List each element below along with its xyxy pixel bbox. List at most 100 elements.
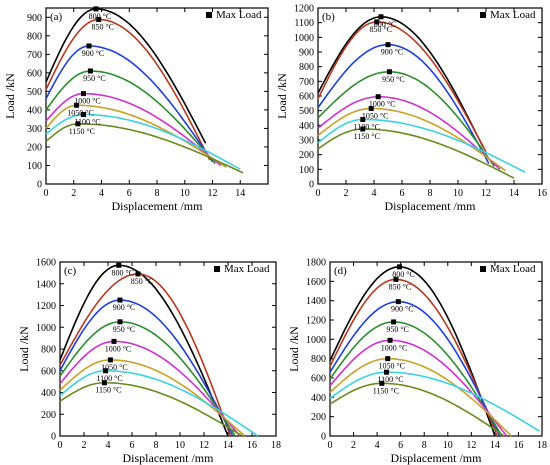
y-tick-label: 1000 [306, 335, 326, 346]
y-tick-label: 200 [311, 412, 326, 423]
x-tick-label: 4 [106, 440, 111, 451]
y-tick-label: 1400 [306, 296, 326, 307]
x-tick-label: 18 [537, 440, 547, 451]
max-load-marker-1150 [379, 380, 385, 386]
max-load-marker-1050 [107, 357, 113, 363]
x-axis-title: Displacement /mm [112, 199, 204, 213]
series-line-1050 [59, 359, 246, 437]
y-tick-label: 1200 [36, 301, 56, 312]
series-line-1000 [59, 340, 241, 437]
y-axis-title: Load /kN [275, 73, 289, 119]
y-tick-label: 500 [299, 106, 314, 117]
panel-d: 0 2 4 6 8 10 12 14 16 18 0 200 400 600 800 1000 1200 1400… [287, 258, 547, 465]
max-load-marker-1100 [360, 116, 366, 122]
panel-c: 0 2 4 6 8 10 12 14 16 18 0 200 400 600 800 1000 1200 1400… [17, 258, 281, 465]
x-tick-label: 2 [71, 188, 76, 199]
max-load-marker-850 [393, 276, 399, 282]
max-load-marker-850 [96, 16, 102, 22]
panel-label: (b) [322, 11, 335, 23]
x-tick-label: 0 [328, 440, 333, 451]
legend-label: Max Load [490, 9, 536, 21]
y-tick-label: 0 [309, 180, 314, 191]
series-line-900 [317, 43, 490, 164]
temp-label-900: 900 °C [113, 303, 136, 312]
y-tick-label: 800 [311, 354, 326, 365]
series-line-950 [59, 320, 236, 437]
x-tick-label: 2 [344, 188, 349, 199]
max-load-marker-1000 [80, 91, 86, 97]
max-load-marker-1050 [368, 105, 374, 111]
x-tick-label: 12 [466, 440, 476, 451]
temp-label-1000: 1000 °C [74, 97, 101, 106]
temp-label-1050: 1050 °C [101, 363, 128, 372]
x-tick-label: 2 [351, 440, 356, 451]
y-tick-label: 900 [27, 13, 42, 24]
max-load-marker-800 [116, 262, 122, 268]
x-tick-label: 10 [453, 188, 463, 199]
series-line-1100 [329, 371, 541, 432]
y-tick-label: 1000 [36, 323, 56, 334]
series-line-900 [329, 300, 501, 437]
series-line-850 [329, 278, 498, 437]
panel-b: 0 2 4 6 8 10 12 14 16 0 100 200 300 400 500 600 700 800 90… [275, 4, 547, 214]
legend-marker [214, 266, 220, 272]
temp-label-850: 850 °C [131, 277, 154, 286]
x-tick-label: 18 [271, 440, 281, 451]
y-tick-label: 600 [27, 68, 42, 79]
y-tick-label: 0 [321, 432, 326, 443]
x-axis-title: Displacement /mm [391, 451, 483, 465]
series-line-1100 [45, 113, 241, 170]
y-tick-label: 900 [299, 48, 314, 59]
y-tick-label: 200 [27, 142, 42, 153]
x-tick-label: 10 [175, 440, 185, 451]
y-tick-label: 1200 [294, 4, 314, 15]
temp-label-1050: 1050 °C [362, 111, 389, 120]
temp-label-850: 850 °C [370, 25, 393, 34]
x-tick-label: 4 [372, 188, 377, 199]
x-tick-label: 8 [428, 188, 433, 199]
y-tick-label: 800 [41, 345, 56, 356]
max-load-marker-1000 [111, 338, 117, 344]
max-load-marker-1150 [75, 121, 81, 127]
y-tick-label: 1000 [294, 33, 314, 44]
y-tick-label: 600 [311, 374, 326, 385]
x-tick-label: 16 [513, 440, 523, 451]
series-line-1050 [317, 107, 507, 172]
max-load-marker-800 [396, 264, 402, 270]
x-tick-label: 12 [208, 188, 218, 199]
x-tick-label: 8 [154, 440, 159, 451]
x-tick-label: 14 [223, 440, 233, 451]
max-load-marker-800 [93, 6, 99, 12]
max-load-marker-1100 [384, 369, 390, 375]
y-tick-label: 400 [311, 393, 326, 404]
max-load-marker-900 [117, 297, 123, 303]
temp-label-1150: 1150 °C [373, 386, 399, 395]
series-line-850 [45, 18, 211, 161]
series-line-900 [45, 45, 214, 163]
x-tick-label: 14 [235, 188, 245, 199]
x-tick-label: 0 [316, 188, 321, 199]
temp-label-1050: 1050 °C [67, 108, 94, 117]
temp-label-1000: 1000 °C [381, 343, 408, 352]
max-load-marker-900 [385, 42, 391, 48]
y-tick-label: 100 [27, 161, 42, 172]
temp-label-1100: 1100 °C [377, 375, 403, 384]
y-tick-label: 300 [27, 124, 42, 135]
temp-label-1100: 1100 °C [354, 122, 380, 131]
y-tick-label: 700 [299, 77, 314, 88]
panel-label: (c) [64, 265, 77, 277]
max-load-marker-1150 [360, 126, 366, 132]
series-line-950 [317, 70, 496, 167]
x-tick-label: 2 [82, 440, 87, 451]
temp-label-1150: 1150 °C [95, 386, 121, 395]
y-tick-label: 200 [299, 150, 314, 161]
x-tick-label: 6 [400, 188, 405, 199]
legend-label: Max Load [490, 263, 536, 275]
series-line-1100 [317, 118, 526, 174]
legend-marker [480, 12, 486, 18]
series-line-800 [317, 15, 484, 148]
y-axis-title: Load /kN [3, 73, 17, 119]
series-line-1150 [59, 381, 243, 437]
y-tick-label: 1200 [306, 316, 326, 327]
